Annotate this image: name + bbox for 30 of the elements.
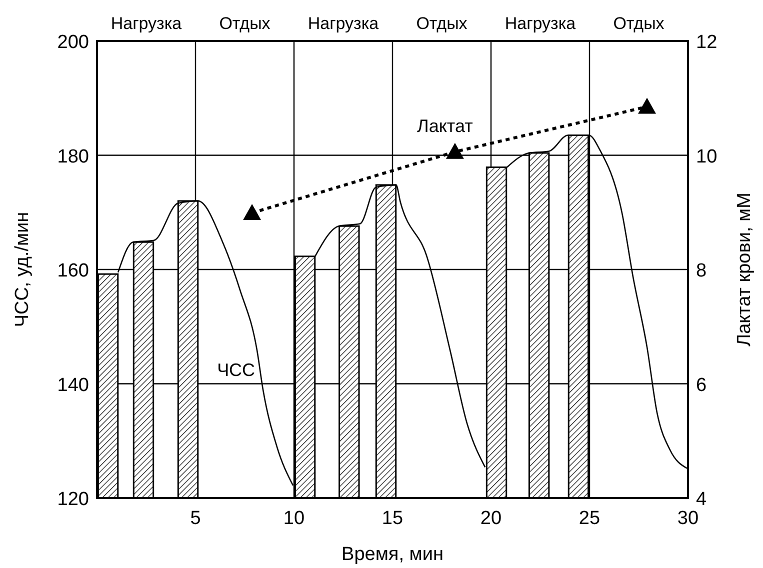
text: Нагрузка [308,14,380,33]
y2-tick-label: 10 [696,146,718,168]
text: Нагрузка [110,14,182,33]
y2-tick-label: 12 [696,32,718,53]
x-tick-label: 30 [677,508,699,529]
y-axis-title: ЧСС, уд./мин [12,212,33,328]
y2-tick-label: 6 [696,374,707,396]
x-axis-title: Время, мин [342,544,444,565]
y2-axis-title: Лактат крови, мМ [734,192,755,346]
x-tick-label: 15 [382,508,404,529]
point [446,142,464,159]
y-tick-label: 120 [57,489,89,510]
x-tick-label: 20 [480,508,502,529]
series-label: ЧСС [217,360,256,380]
y2-tick-label: 4 [696,489,707,510]
x-tick-label: 25 [578,508,600,529]
y-tick-label: 140 [57,374,89,396]
y-tick-label: 200 [57,32,89,53]
text: Нагрузка [504,14,576,33]
point [243,204,262,220]
x-tick-label: 10 [283,508,305,529]
text: Отдых [613,14,665,33]
y2-tick-label: 8 [696,260,707,282]
text: Отдых [416,14,468,33]
series-label: Лактат [417,116,473,136]
x-tick-label: 5 [190,508,201,529]
point [638,98,656,114]
text: Отдых [219,14,271,33]
y-tick-label: 180 [57,146,89,168]
y-tick-label: 160 [57,260,89,282]
